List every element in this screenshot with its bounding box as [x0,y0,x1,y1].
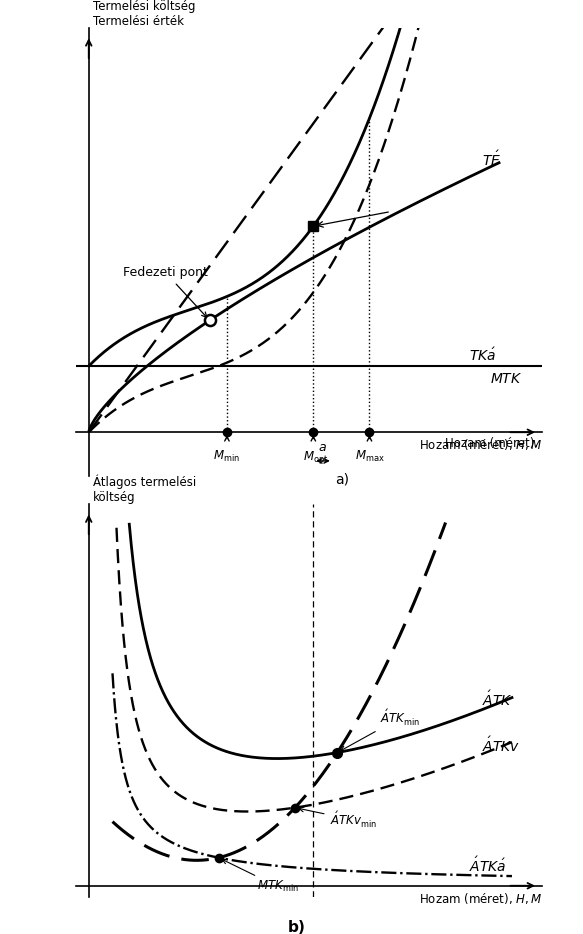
Text: Hozam (méret), $H, M$: Hozam (méret), $H, M$ [419,891,542,906]
Text: $TK\acute{a}$: $TK\acute{a}$ [469,347,496,363]
Text: $\mathbf{b)}$: $\mathbf{b)}$ [287,918,305,934]
Text: $T\acute{E}$: $T\acute{E}$ [482,150,501,169]
Text: $\acute{A}TKv$: $\acute{A}TKv$ [482,736,520,756]
Text: $MTK_{\min}$: $MTK_{\min}$ [222,859,299,895]
Text: $MTK$: $MTK$ [490,372,523,386]
Text: $\acute{A}TK\acute{a}$: $\acute{A}TK\acute{a}$ [469,856,506,875]
Text: $M_{\min}$: $M_{\min}$ [213,448,240,464]
Text: a): a) [335,473,349,487]
Text: Fedezeti pont: Fedezeti pont [123,266,208,318]
Text: Hozam (méret),: Hozam (méret), [445,437,542,449]
Text: $M_{\max}$: $M_{\max}$ [354,448,384,464]
Text: Termelési költség
Termelési érték: Termelési költség Termelési érték [93,0,195,28]
Text: $M_{\rm opt}$: $M_{\rm opt}$ [303,448,328,466]
Text: $\acute{A}TK_{\min}$: $\acute{A}TK_{\min}$ [341,708,421,751]
Text: $a$: $a$ [318,441,327,454]
Text: $\acute{A}TK$: $\acute{A}TK$ [482,689,512,709]
Text: $\acute{A}TKv_{\min}$: $\acute{A}TKv_{\min}$ [299,807,377,830]
Text: Hozam (méret), $H, M$: Hozam (méret), $H, M$ [419,437,542,452]
Text: Átlagos termelési
költség: Átlagos termelési költség [93,474,196,504]
